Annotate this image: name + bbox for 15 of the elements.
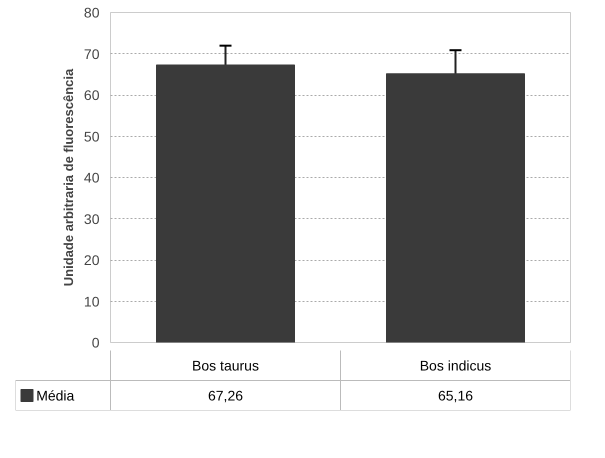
y-axis-title: Unidade arbitraria de fluorescência bbox=[60, 68, 76, 286]
legend-label: Média bbox=[36, 388, 75, 404]
x-tick-label: Bos indicus bbox=[420, 358, 492, 374]
y-tick-label: 10 bbox=[84, 293, 100, 310]
y-tick-label: 20 bbox=[84, 252, 100, 268]
y-tick-label: 40 bbox=[84, 170, 100, 186]
y-tick-label: 60 bbox=[84, 87, 100, 103]
x-tick-label: Bos taurus bbox=[192, 358, 259, 374]
y-tick-label: 70 bbox=[84, 46, 100, 62]
y-tick-label: 50 bbox=[84, 128, 100, 144]
y-tick-label: 80 bbox=[84, 4, 100, 20]
data-label: 65,16 bbox=[438, 388, 474, 404]
data-label: 67,26 bbox=[208, 388, 244, 404]
y-tick-label: 30 bbox=[84, 210, 100, 227]
y-tick-label: 0 bbox=[92, 334, 100, 350]
